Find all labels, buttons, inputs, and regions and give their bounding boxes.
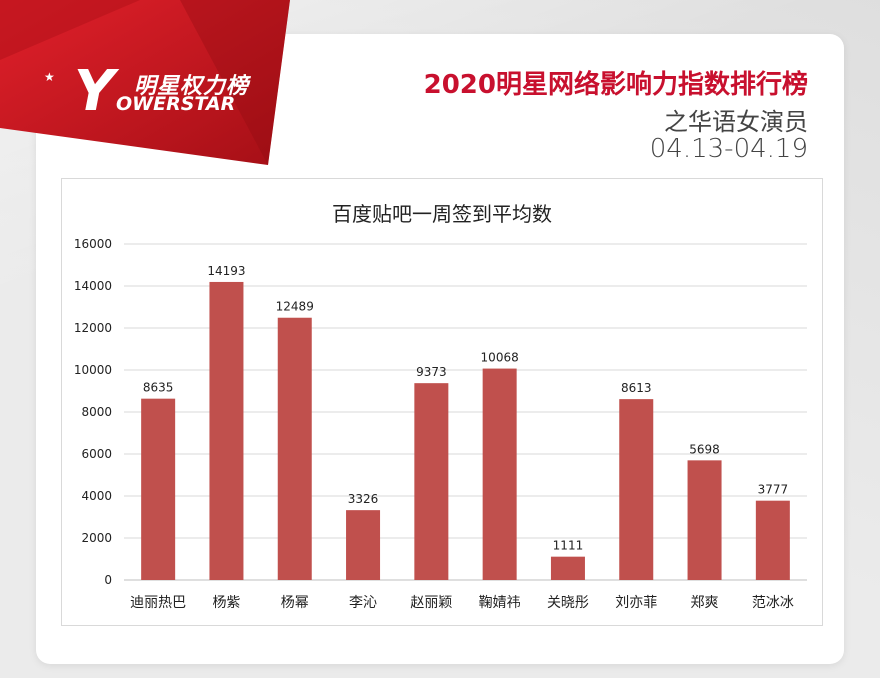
- bar: [687, 460, 722, 580]
- x-tick-label: 迪丽热巴: [130, 595, 186, 611]
- chart-panel: 百度贴吧一周签到平均数 0 2000 4000 6000 8000 10000 12000 1…: [61, 178, 823, 626]
- y-tick-label: 16000: [74, 237, 112, 251]
- y-tick-label: 14000: [74, 279, 112, 293]
- data-label: 3326: [348, 492, 379, 506]
- page-title: 2020明星网络影响力指数排行榜: [423, 70, 808, 100]
- logo-en-text: OWERSTAR: [116, 93, 236, 115]
- bar: [346, 510, 381, 580]
- bar: [550, 556, 585, 580]
- x-tick-label: 李沁: [349, 595, 377, 611]
- y-tick-label: 12000: [74, 321, 112, 335]
- logo-cn-text: 明星权力榜: [134, 74, 250, 99]
- bar: [482, 368, 517, 580]
- y-tick-label: 0: [104, 573, 112, 587]
- date-range: 04.13-04.19: [649, 134, 808, 164]
- x-tick-label: 鞠婧祎: [479, 595, 521, 611]
- y-tick-label: 8000: [81, 405, 112, 419]
- bar: [619, 399, 654, 580]
- data-label: 8635: [143, 381, 174, 395]
- logo-y-mark: Y: [74, 64, 120, 116]
- bar-chart: 百度贴吧一周签到平均数 0 2000 4000 6000 8000 10000 12000 1…: [74, 202, 807, 611]
- star-icon: ★: [44, 70, 55, 84]
- data-label: 9373: [416, 365, 447, 379]
- data-label: 14193: [207, 264, 245, 278]
- data-label: 3777: [758, 483, 789, 497]
- x-tick-label: 杨紫: [212, 595, 240, 611]
- data-label: 10068: [481, 351, 519, 365]
- bar: [277, 317, 312, 580]
- x-tick-label: 范冰冰: [752, 594, 794, 611]
- data-label: 1111: [553, 539, 584, 553]
- x-tick-label: 郑爽: [691, 595, 719, 611]
- bar: [755, 500, 790, 580]
- data-label: 5698: [689, 442, 720, 456]
- chart-title: 百度贴吧一周签到平均数: [332, 202, 552, 226]
- y-tick-label: 6000: [81, 447, 112, 461]
- x-tick-label: 刘亦菲: [615, 595, 657, 611]
- y-tick-label: 2000: [81, 531, 112, 545]
- x-tick-label: 杨幂: [281, 595, 309, 611]
- y-tick-label: 4000: [81, 489, 112, 503]
- bar: [209, 281, 244, 580]
- logo-y-letter: Y: [74, 64, 120, 116]
- bar: [141, 398, 176, 580]
- data-label: 12489: [276, 300, 314, 314]
- data-label: 8613: [621, 381, 652, 395]
- page-subtitle: 之华语女演员: [664, 108, 808, 136]
- bar: [414, 383, 449, 580]
- x-tick-label: 关晓彤: [547, 595, 589, 611]
- y-tick-label: 10000: [74, 363, 112, 377]
- red-banner: [0, 0, 290, 165]
- x-tick-label: 赵丽颖: [410, 595, 452, 611]
